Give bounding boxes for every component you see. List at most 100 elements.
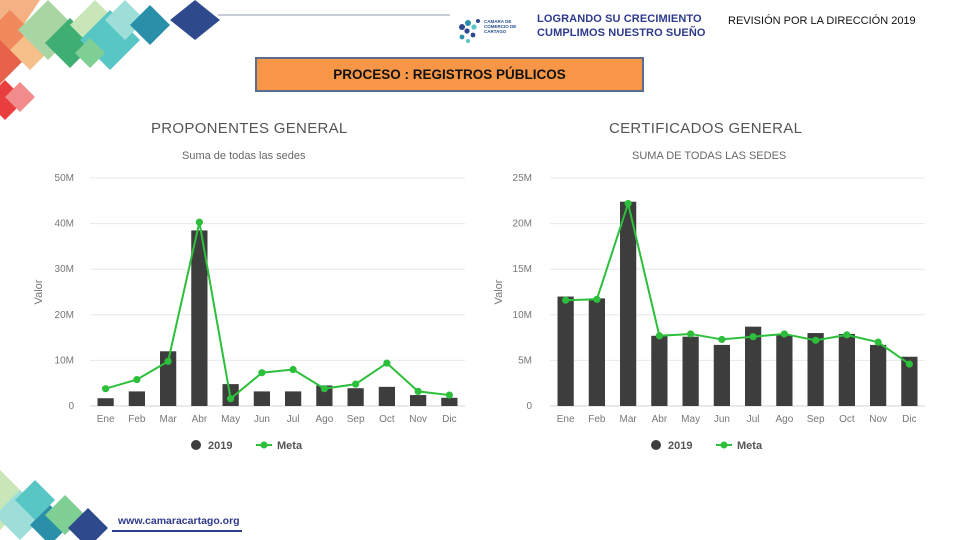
chart2-ytick-label: 5M [518, 355, 532, 366]
chart2-xtick-label: Abr [652, 414, 668, 425]
chart2-bar [901, 356, 918, 406]
chart2-bar [557, 296, 574, 406]
chart1-bar [316, 385, 333, 406]
chart2-bar [776, 334, 793, 406]
chart1-bar [97, 398, 114, 406]
chart1-xtick-label: Jun [254, 414, 270, 425]
chart1-bar [441, 397, 458, 406]
website-link[interactable]: www.camaracartago.org [118, 515, 240, 527]
chart2-ytick-label: 15M [513, 264, 532, 275]
chart1-bar [128, 391, 145, 406]
chart2-bar [870, 344, 887, 406]
chart2-xtick-label: Mar [620, 414, 638, 425]
chart2-bar [651, 335, 668, 406]
chart2-xtick-label: May [681, 414, 700, 425]
chart2-legend-bar-marker [651, 440, 661, 450]
chart1-bar [347, 388, 364, 406]
chart1-legend-label-2019: 2019 [208, 440, 232, 452]
chart1-bar [410, 395, 427, 406]
chart1-xtick-label: Jul [287, 414, 300, 425]
chart2-meta-point [780, 330, 788, 338]
chart2-xtick-label: Oct [839, 414, 855, 425]
chart1-meta-point [195, 218, 203, 226]
chart1-meta-point [227, 395, 235, 403]
chart1-meta-point [352, 380, 360, 388]
chart1-bar [253, 391, 270, 406]
chart1-meta-point [383, 359, 391, 367]
chart1-meta-point [164, 357, 172, 365]
chart1-bar [285, 391, 302, 406]
chart1-meta-point [258, 369, 266, 377]
chart1-xtick-label: Nov [409, 414, 427, 425]
chart2-xtick-label: Jun [714, 414, 730, 425]
chart2-xtick-label: Ago [775, 414, 793, 425]
chart2-ytick-label: 0 [526, 401, 532, 412]
chart1-ytick-label: 50M [55, 173, 74, 184]
chart1-legend-line-dot [260, 441, 268, 449]
chart1-meta-point [133, 375, 141, 384]
logo-org-name: CAMARA DE COMERCIO DE CARTAGO [484, 19, 517, 34]
chart2-bar [713, 344, 730, 406]
chart1-meta-point [289, 365, 297, 374]
chart2-ytick-label: 20M [513, 219, 532, 230]
chart1-xtick-label: Feb [128, 414, 146, 425]
chart1-xtick-label: Dic [442, 414, 456, 425]
chart1-xtick-label: Sep [347, 414, 365, 425]
chart1-ylabel: Valor [33, 279, 45, 304]
chart2-xtick-label: Sep [807, 414, 825, 425]
chart1-bar [191, 230, 208, 406]
chart1-meta-point [445, 391, 453, 399]
decorative-tiles-bottom-left [0, 470, 108, 540]
chart2-xtick-label: Dic [902, 414, 916, 425]
chart2-bar [588, 298, 605, 406]
chart2-meta-point [687, 330, 695, 338]
chart1-xtick-label: Ene [97, 414, 115, 425]
chart2-title: CERTIFICADOS GENERAL [609, 120, 803, 137]
chart1-xtick-label: Abr [192, 414, 208, 425]
chart1-ytick-label: 30M [55, 264, 74, 275]
slogan-line-2: CUMPLIMOS NUESTRO SUEÑO [537, 27, 706, 39]
chart2-legend-label-meta: Meta [737, 440, 763, 452]
chart1-ytick-label: 0 [68, 401, 74, 412]
slogan-line-1: LOGRANDO SU CRECIMIENTO [537, 13, 702, 25]
chart1-meta-line [105, 222, 450, 401]
chart1-title: PROPONENTES GENERAL [151, 120, 348, 137]
chart2-xtick-label: Feb [588, 414, 606, 425]
chart2-xtick-label: Jul [747, 414, 760, 425]
chart2-meta-point [562, 296, 570, 304]
chart-proponentes: 0 10M 20M 30M 40M 50M Valor Ene Feb Mar Abr May Jun J… [33, 173, 465, 452]
chart2-xtick-label: Ene [557, 414, 575, 425]
chart1-xtick-label: Oct [379, 414, 395, 425]
chart2-meta-point [812, 336, 820, 344]
decorative-tiles-top-left [0, 0, 220, 120]
chart2-meta-point [843, 331, 851, 339]
chart1-xtick-label: May [221, 414, 240, 425]
chart2-xtick-label: Nov [869, 414, 887, 425]
chart2-meta-point [593, 295, 601, 303]
chart2-meta-line [565, 199, 910, 365]
chart2-ytick-label: 10M [513, 310, 532, 321]
header-rule [218, 14, 450, 16]
chart1-meta-point [320, 385, 328, 393]
chart2-bar [620, 201, 637, 406]
chart1-legend-bar-marker [191, 440, 201, 450]
chart1-xtick-label: Mar [160, 414, 178, 425]
chart2-bar [682, 336, 699, 406]
slogan: LOGRANDO SU CRECIMIENTO CUMPLIMOS NUESTR… [537, 12, 706, 40]
chart2-legend-line-dot [720, 441, 728, 449]
chart2-meta-point [749, 333, 757, 341]
chart-certificados: 0 5M 10M 15M 20M 25M Valor Ene Feb Mar Abr May Jun Ju… [493, 173, 925, 452]
chamber-logo-icon [459, 19, 480, 43]
chart1-xtick-label: Ago [315, 414, 333, 425]
chart1-meta-point [414, 387, 422, 396]
chart1-bar [378, 386, 395, 406]
website-underline [112, 530, 242, 532]
chart2-ylabel: Valor [493, 279, 505, 304]
chart2-ytick-label: 25M [513, 173, 532, 184]
chart2-meta-point [655, 332, 663, 340]
chart2-meta-point [905, 360, 913, 368]
review-label: REVISIÓN POR LA DIRECCIÓN 2019 [728, 15, 916, 27]
process-banner: PROCESO : REGISTROS PÚBLICOS [255, 57, 644, 92]
chart2-bar [807, 333, 824, 406]
chart2-meta-point [624, 199, 632, 208]
